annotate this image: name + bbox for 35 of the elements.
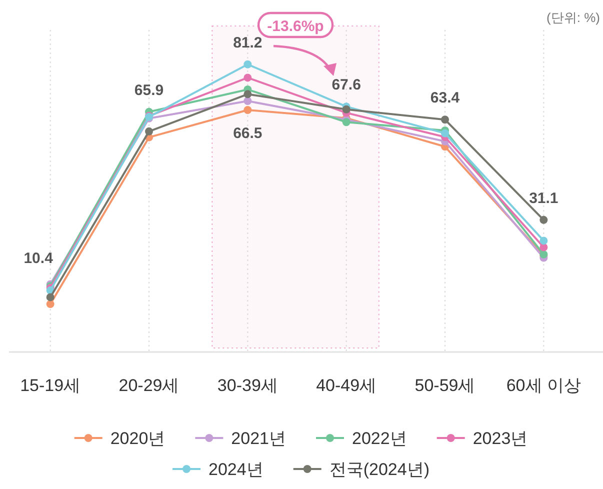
point	[441, 116, 449, 124]
point	[540, 236, 548, 245]
point	[441, 129, 449, 138]
data-label: 67.6	[332, 76, 361, 94]
x-tick-label: 60세 이상	[506, 376, 581, 395]
point	[342, 118, 350, 126]
point	[46, 293, 54, 302]
point	[244, 60, 252, 68]
point	[244, 106, 252, 114]
x-tick-label: 40-49세	[316, 376, 377, 395]
point	[145, 127, 153, 136]
text: (단위: %)	[546, 10, 600, 25]
legend-label: 2023년	[472, 429, 528, 448]
legend-label: 2022년	[352, 429, 407, 448]
point	[342, 105, 350, 114]
data-label: 65.9	[134, 82, 164, 99]
data-label: 31.1	[529, 190, 558, 207]
x-tick-label: 15-19세	[20, 376, 81, 395]
x-tick-label: 50-59세	[414, 376, 476, 395]
band-label: -13.6%p	[267, 18, 324, 35]
point	[46, 300, 54, 308]
data-label: 81.2	[233, 34, 262, 52]
legend-label: 전국(2024년)	[329, 460, 430, 479]
point	[244, 90, 252, 98]
x-tick-label: 20-29세	[118, 376, 180, 395]
data-label: 66.5	[233, 125, 262, 142]
point	[540, 216, 548, 224]
data-label: 10.4	[24, 250, 54, 268]
legend-label: 2021년	[231, 429, 286, 448]
point	[244, 97, 252, 106]
legend-label: 2024년	[208, 460, 264, 479]
x-tick-label: 30-39세	[217, 376, 278, 395]
point	[244, 74, 252, 82]
data-label: 63.4	[430, 90, 460, 107]
legend-label: 2020년	[110, 429, 166, 448]
